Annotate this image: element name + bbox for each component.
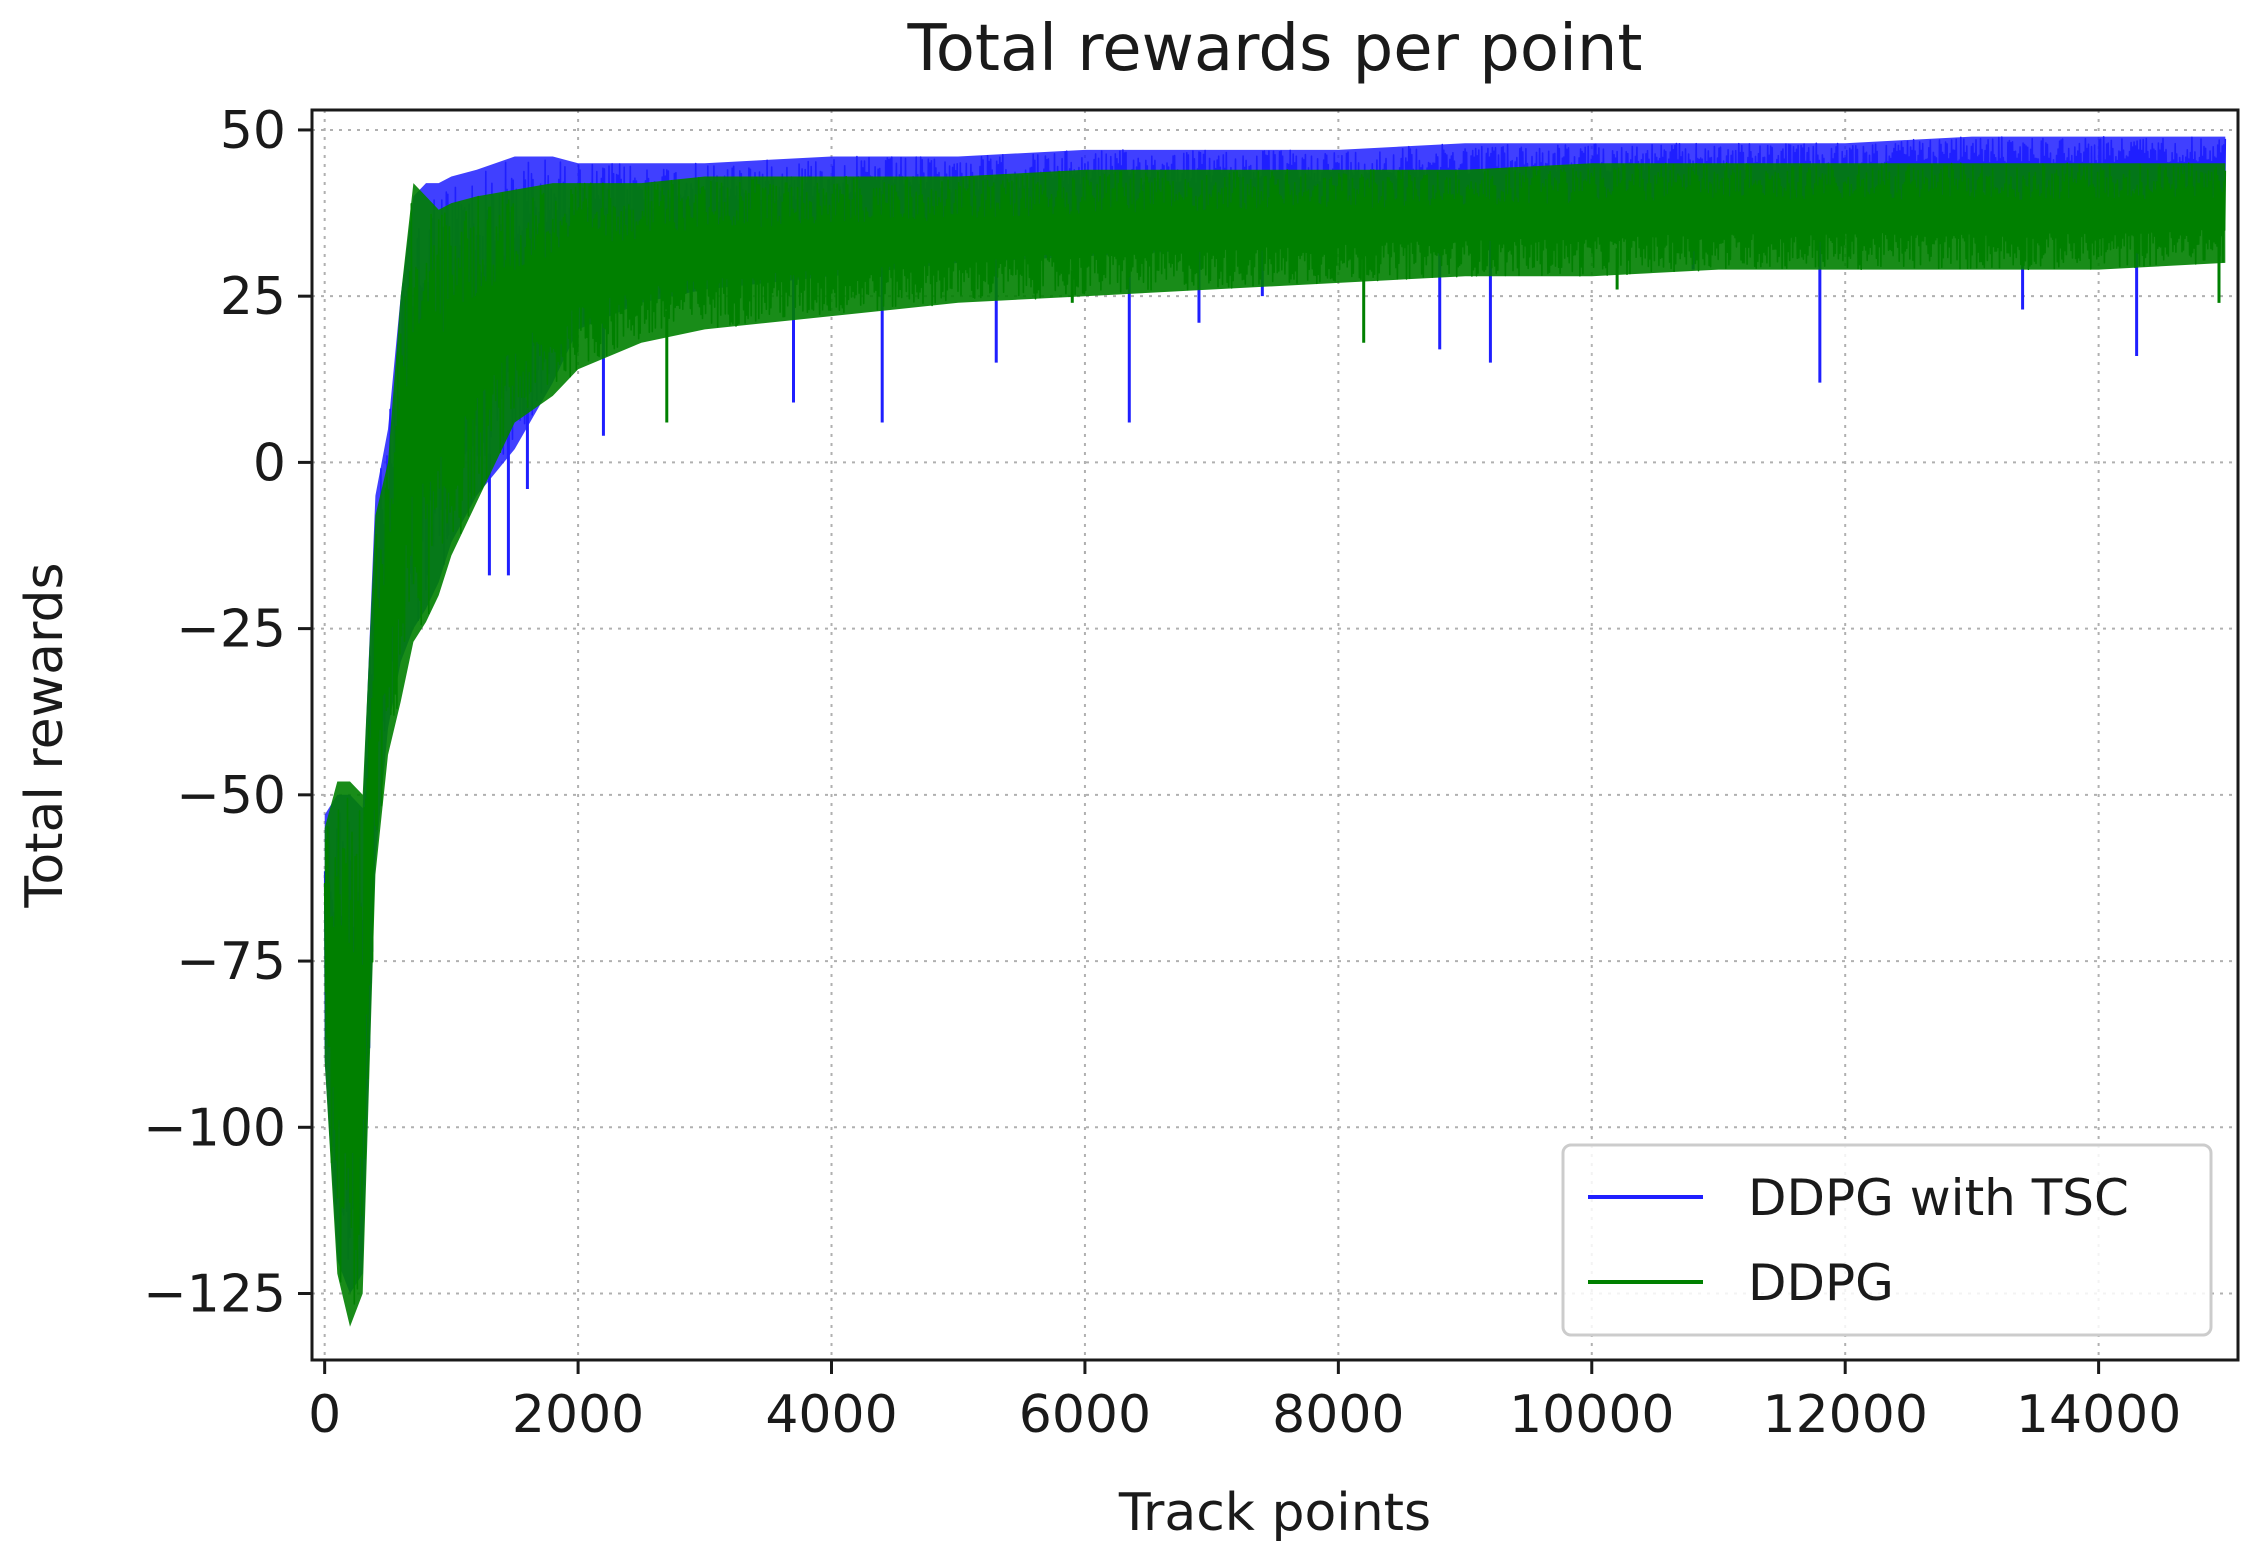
y-tick-label: 50 xyxy=(220,101,286,161)
x-tick-label: 2000 xyxy=(512,1385,644,1445)
legend-label-ddpg: DDPG xyxy=(1748,1254,1894,1312)
legend-box xyxy=(1561,1143,2213,1337)
x-tick-label: 12000 xyxy=(1762,1385,1927,1445)
series-layer xyxy=(323,136,2227,1327)
x-tick-label: 10000 xyxy=(1509,1385,1674,1445)
plot-frame xyxy=(310,108,2240,1362)
y-tick-label: −50 xyxy=(176,766,286,826)
x-tick-label: 0 xyxy=(308,1385,341,1445)
x-tick-label: 4000 xyxy=(765,1385,897,1445)
legend: DDPG with TSC DDPG xyxy=(1561,1143,2213,1337)
y-tick-label: −100 xyxy=(143,1098,286,1158)
series-ddpg xyxy=(323,162,2227,1327)
grid xyxy=(312,110,2238,1360)
x-tick-label: 14000 xyxy=(2016,1385,2181,1445)
x-tick-label: 8000 xyxy=(1272,1385,1404,1445)
axis-ticks: 0 2000 4000 6000 8000 10000 12000 14000 50 25 0 −25… xyxy=(143,101,2181,1445)
x-tick-label: 6000 xyxy=(1019,1385,1151,1445)
y-tick-label: −75 xyxy=(176,932,286,992)
y-axis-label: Total rewards xyxy=(15,562,75,908)
series-line xyxy=(323,162,2227,1305)
legend-label-ddpg-with-tsc: DDPG with TSC xyxy=(1748,1169,2129,1227)
chart-title: Total rewards per point xyxy=(906,12,1642,86)
y-tick-label: −25 xyxy=(176,600,286,660)
y-tick-label: 0 xyxy=(253,433,286,493)
x-axis-label: Track points xyxy=(1118,1483,1431,1543)
y-tick-label: 25 xyxy=(220,267,286,327)
y-tick-label: −125 xyxy=(143,1265,286,1325)
